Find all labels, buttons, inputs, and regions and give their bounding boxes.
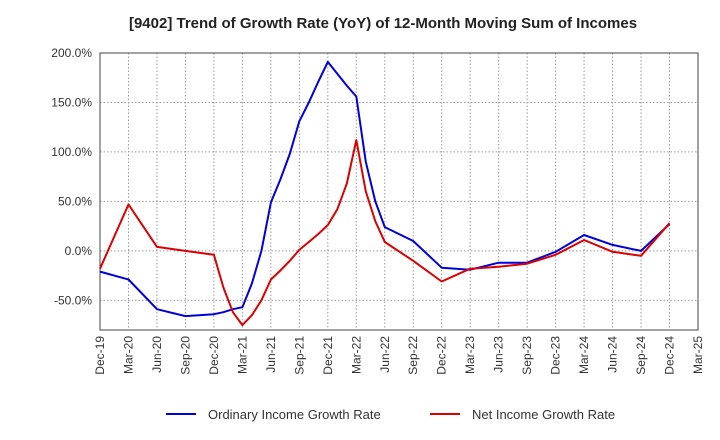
x-tick-label: Mar-20 <box>121 336 135 374</box>
series-line-net-income <box>99 139 671 327</box>
x-tick-label: Mar-22 <box>349 336 363 374</box>
x-tick-label: Jun-20 <box>150 336 164 373</box>
legend: Ordinary Income Growth Rate Net Income Gr… <box>166 407 615 422</box>
x-tick-label: Dec-23 <box>549 336 563 375</box>
x-tick-label: Sep-20 <box>178 336 192 375</box>
x-tick-label: Dec-19 <box>93 336 107 375</box>
x-tick-label: Mar-21 <box>235 336 249 374</box>
y-axis: -50.0% 0.0% 50.0% 100.0% 150.0% 200.0% <box>51 46 92 307</box>
x-tick-label: Jun-22 <box>378 336 392 373</box>
x-tick-label: Sep-23 <box>520 336 534 375</box>
x-tick-label: Dec-24 <box>663 336 677 375</box>
legend-label: Ordinary Income Growth Rate <box>208 407 381 422</box>
legend-label: Net Income Growth Rate <box>472 407 615 422</box>
grid-lines <box>99 52 699 330</box>
y-tick-label: -50.0% <box>54 293 92 307</box>
y-tick-label: 150.0% <box>51 95 92 109</box>
x-tick-label: Jun-24 <box>606 336 620 373</box>
plot-area <box>99 52 699 331</box>
series-group <box>99 60 671 327</box>
y-tick-label: 0.0% <box>65 244 93 258</box>
x-tick-label: Sep-22 <box>406 336 420 375</box>
x-tick-label: Jun-21 <box>264 336 278 373</box>
x-tick-label: Mar-23 <box>463 336 477 374</box>
x-tick-label: Mar-25 <box>691 336 705 374</box>
y-tick-label: 200.0% <box>51 46 92 60</box>
x-tick-label: Dec-21 <box>321 336 335 375</box>
x-tick-label: Sep-24 <box>634 336 648 375</box>
chart-title: [9402] Trend of Growth Rate (YoY) of 12-… <box>129 15 637 32</box>
x-tick-label: Dec-20 <box>207 336 221 375</box>
x-tick-label: Dec-22 <box>435 336 449 375</box>
y-tick-label: 50.0% <box>58 194 92 208</box>
x-tick-label: Mar-24 <box>577 336 591 374</box>
x-tick-label: Sep-21 <box>292 336 306 375</box>
y-tick-label: 100.0% <box>51 145 92 159</box>
series-line-ordinary-income <box>99 60 671 318</box>
x-axis: Dec-19 Mar-20 Jun-20 Sep-20 Dec-20 Mar-21 Jun-… <box>93 336 705 375</box>
x-tick-label: Jun-23 <box>492 336 506 373</box>
